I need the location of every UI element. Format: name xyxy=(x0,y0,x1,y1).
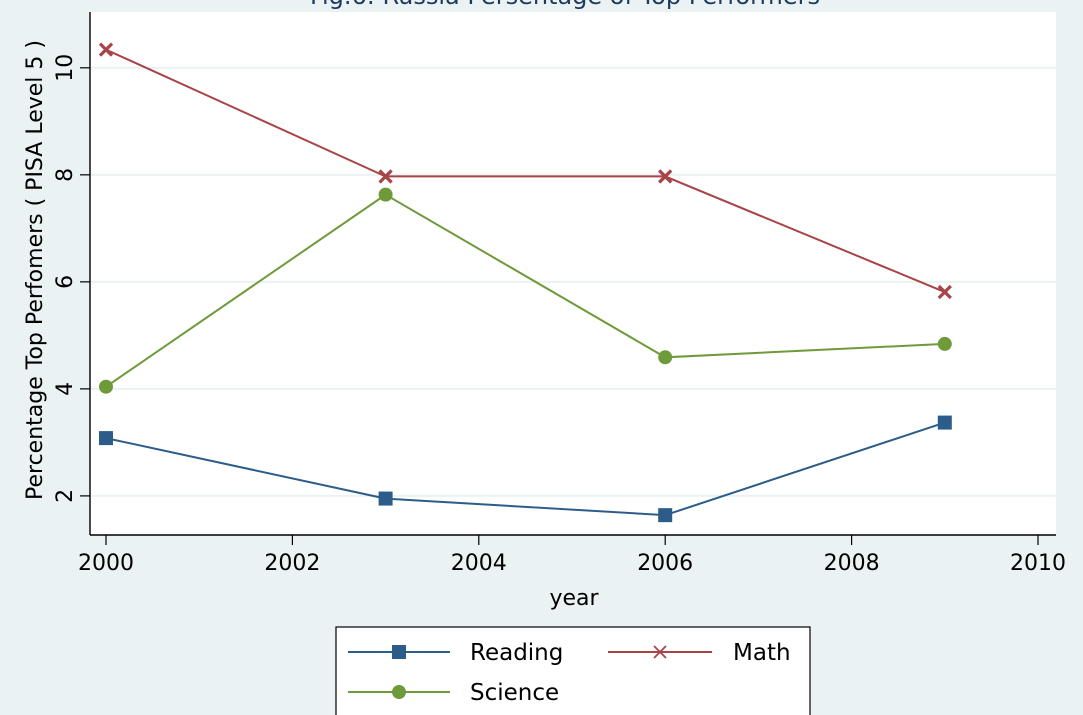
y-tick-label: 10 xyxy=(53,54,78,82)
legend-label: Reading xyxy=(470,640,563,666)
legend-item-reading: Reading xyxy=(348,640,563,666)
legend-label: Math xyxy=(733,640,791,666)
x-axis-title: year xyxy=(549,586,599,611)
plot-area xyxy=(90,12,1056,535)
data-point-reading xyxy=(99,431,113,446)
y-axis-title: Percentage Top Perfomers ( PISA Level 5 … xyxy=(23,40,48,500)
x-tick-label: 2004 xyxy=(451,551,507,576)
legend-marker xyxy=(653,645,667,659)
data-point-reading xyxy=(658,508,673,523)
data-point-math xyxy=(378,169,393,184)
data-point-math xyxy=(937,284,952,300)
y-tick-label: 8 xyxy=(53,168,78,182)
legend-label: Science xyxy=(470,680,559,706)
data-point-science xyxy=(937,336,952,351)
data-point-reading xyxy=(937,415,952,430)
legend: Reading Math Science xyxy=(335,626,811,715)
legend-marker xyxy=(392,645,406,659)
x-tick-label: 2008 xyxy=(824,551,880,576)
axes: 2 4 6 8 10 2000 2002 2004 2006 2008 2010 xyxy=(53,12,1066,576)
series-line-reading xyxy=(105,421,946,517)
grid-lines xyxy=(90,66,1056,497)
data-point-science xyxy=(99,379,113,394)
series-line-math xyxy=(105,48,946,293)
data-point-math xyxy=(658,169,673,184)
y-tick-label: 2 xyxy=(53,489,78,503)
legend-item-science: Science xyxy=(348,680,559,706)
y-tick-label: 4 xyxy=(53,382,78,396)
x-tick-label: 2010 xyxy=(1010,551,1066,576)
series-line-science xyxy=(105,193,945,388)
data-point-reading xyxy=(378,491,393,506)
chart-title: Fig.6: Russia Persentage of Top Performe… xyxy=(310,0,820,10)
legend-marker xyxy=(392,685,406,699)
data-point-science xyxy=(658,350,673,365)
x-tick-label: 2006 xyxy=(637,551,693,576)
data-point-math xyxy=(98,42,114,57)
data-point-science xyxy=(378,187,393,202)
x-tick-label: 2002 xyxy=(264,551,320,576)
series-lines xyxy=(98,42,952,523)
y-tick-label: 6 xyxy=(53,275,78,289)
legend-box xyxy=(335,626,811,715)
legend-item-math: Math xyxy=(608,640,791,666)
x-tick-label: 2000 xyxy=(78,551,134,576)
